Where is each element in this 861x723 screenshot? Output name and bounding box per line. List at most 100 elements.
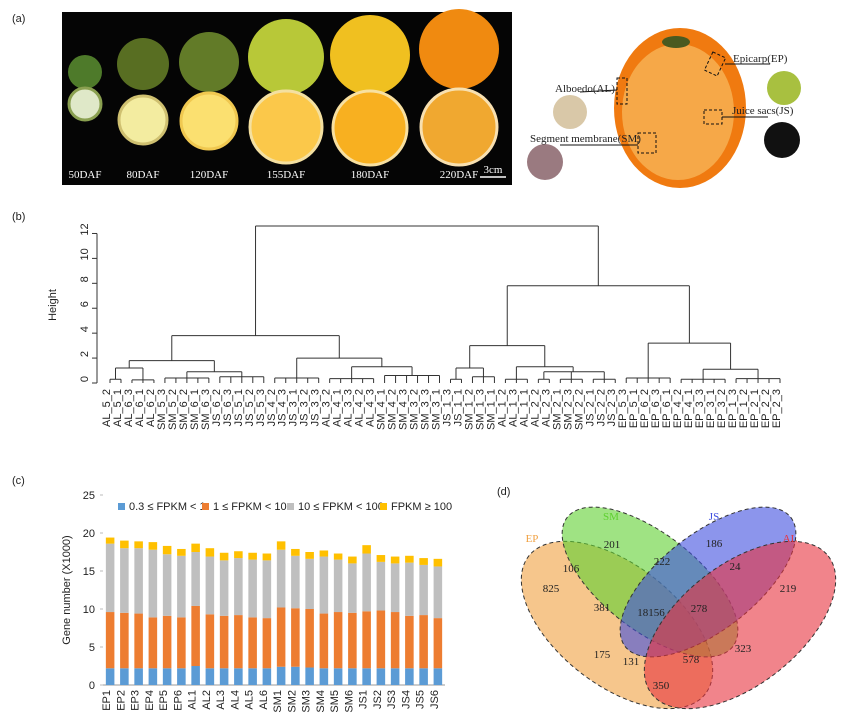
x-tick-label: AL4 (229, 690, 241, 710)
leaf-label: AL_4_3 (365, 389, 377, 427)
leaf-label: AL_5_2 (101, 389, 113, 427)
leaf-label: EP_2_3 (771, 389, 783, 428)
region-count: 578 (683, 654, 700, 666)
bar-segment (177, 668, 186, 685)
bar-segment (419, 564, 428, 616)
leaf-label: AL_5_1 (112, 389, 124, 427)
leaf-label: AL_2_3 (540, 389, 552, 427)
leaf-label: SM_1_3 (474, 389, 486, 430)
leaf-label: SM_3_1 (431, 389, 443, 430)
x-tick-label: SM1 (272, 690, 284, 713)
bar-segment (248, 617, 257, 669)
tissue-label: Juice sacs(JS) (732, 105, 794, 117)
bar-segment (362, 611, 371, 669)
bar-segment (291, 548, 300, 556)
bar-segment (234, 668, 243, 685)
y-axis-label: Height (47, 289, 59, 321)
bar-segment (319, 613, 329, 669)
bar-segment (134, 668, 143, 685)
scale-bar-label: 3cm (484, 164, 503, 176)
set-label: EP (526, 533, 539, 545)
bar-segment (134, 548, 143, 614)
x-tick-label: EP5 (158, 690, 170, 711)
region-count: 24 (730, 561, 742, 573)
bar-segment (162, 545, 172, 555)
leaf-label: SM_6_2 (178, 389, 190, 430)
bar-segment (390, 668, 400, 685)
bar-segment (219, 552, 229, 561)
stage-label: 220DAF (440, 169, 479, 181)
leaf-label: JS_4_3 (277, 389, 289, 426)
bar-segment (348, 563, 357, 613)
leaf-label: SM_6_3 (200, 389, 212, 430)
region-count: 106 (563, 563, 580, 575)
leaf-label: JS_4_2 (266, 389, 278, 426)
leaf-label: EP_2_2 (760, 389, 772, 428)
leaf-label: SM_4_2 (387, 389, 399, 430)
bar-segment (333, 668, 343, 685)
leaf-label: EP_6_1 (661, 389, 673, 428)
bar-segment (120, 668, 129, 685)
bar-segment (319, 668, 329, 685)
bar-segment (390, 612, 400, 669)
bar-segment (205, 548, 215, 557)
leaf-label: AL_1_3 (507, 389, 519, 427)
set-ellipse (643, 540, 837, 710)
legend-swatch (287, 503, 294, 510)
bar-segment (362, 668, 371, 685)
orange-photo (527, 28, 801, 188)
bar-segment (433, 558, 443, 567)
x-tick-label: AL1 (187, 690, 199, 710)
panel-label: (d) (497, 486, 510, 498)
leaf-label: JS_6_3 (222, 389, 234, 426)
leaf-label: SM_2_3 (562, 389, 574, 430)
leaf-label: SM_4_3 (398, 389, 410, 430)
x-tick-label: EP6 (172, 690, 184, 711)
leaf-label: JS_3_1 (288, 389, 300, 426)
leaf-label: AL_3_2 (321, 389, 333, 427)
bar-segment (120, 612, 129, 669)
bar-segment (291, 608, 300, 667)
bar-segment (405, 555, 414, 563)
set-label: JS (709, 511, 719, 523)
legend-label: 10 ≤ FPKM < 100 (298, 501, 384, 513)
bar-segment (205, 614, 215, 669)
bar-segment (248, 559, 257, 618)
legend-label: 1 ≤ FPKM < 10 (213, 501, 287, 513)
region-count: 222 (654, 556, 671, 568)
bar-segment (120, 540, 129, 549)
leaf-label: SM_2_1 (551, 389, 563, 430)
leaf-label: SM_3_2 (409, 389, 421, 430)
stage-label: 120DAF (190, 169, 229, 181)
bar-segment (262, 553, 272, 561)
x-tick-label: EP4 (144, 690, 156, 711)
x-tick-label: AL3 (215, 690, 227, 710)
bar-segment (333, 553, 343, 560)
bar-segment (333, 612, 343, 669)
leaf-label: AL_1_1 (518, 389, 530, 427)
tissue-label: Segment membrane(SM) (530, 133, 641, 145)
region-count: 186 (706, 538, 723, 550)
x-tick-label: JS6 (429, 690, 441, 709)
bar-segment (234, 558, 243, 616)
panel-label: (c) (12, 475, 25, 487)
bar-segment (433, 566, 443, 619)
leaf-label: SM_5_3 (156, 389, 168, 430)
leaf-label: JS_3_3 (310, 389, 322, 426)
bar-segment (105, 612, 115, 669)
leaf-label: JS_5_2 (244, 389, 256, 426)
bar-segment (276, 541, 286, 550)
bar-segment (191, 666, 200, 685)
leaf-label: SM_4_1 (376, 389, 388, 430)
leaf-label: JS_2_1 (584, 389, 596, 426)
y-tick-label: 4 (79, 326, 91, 332)
leaf-label: AL_2_2 (529, 389, 541, 427)
leaf-label: SM_1_2 (463, 389, 475, 430)
bar-segment (405, 562, 414, 616)
bar-segment (319, 556, 329, 614)
leaf-label: EP_6_2 (639, 389, 651, 428)
x-tick-label: EP3 (130, 690, 142, 711)
bar-segment (433, 618, 443, 669)
bar-segment (276, 666, 286, 685)
